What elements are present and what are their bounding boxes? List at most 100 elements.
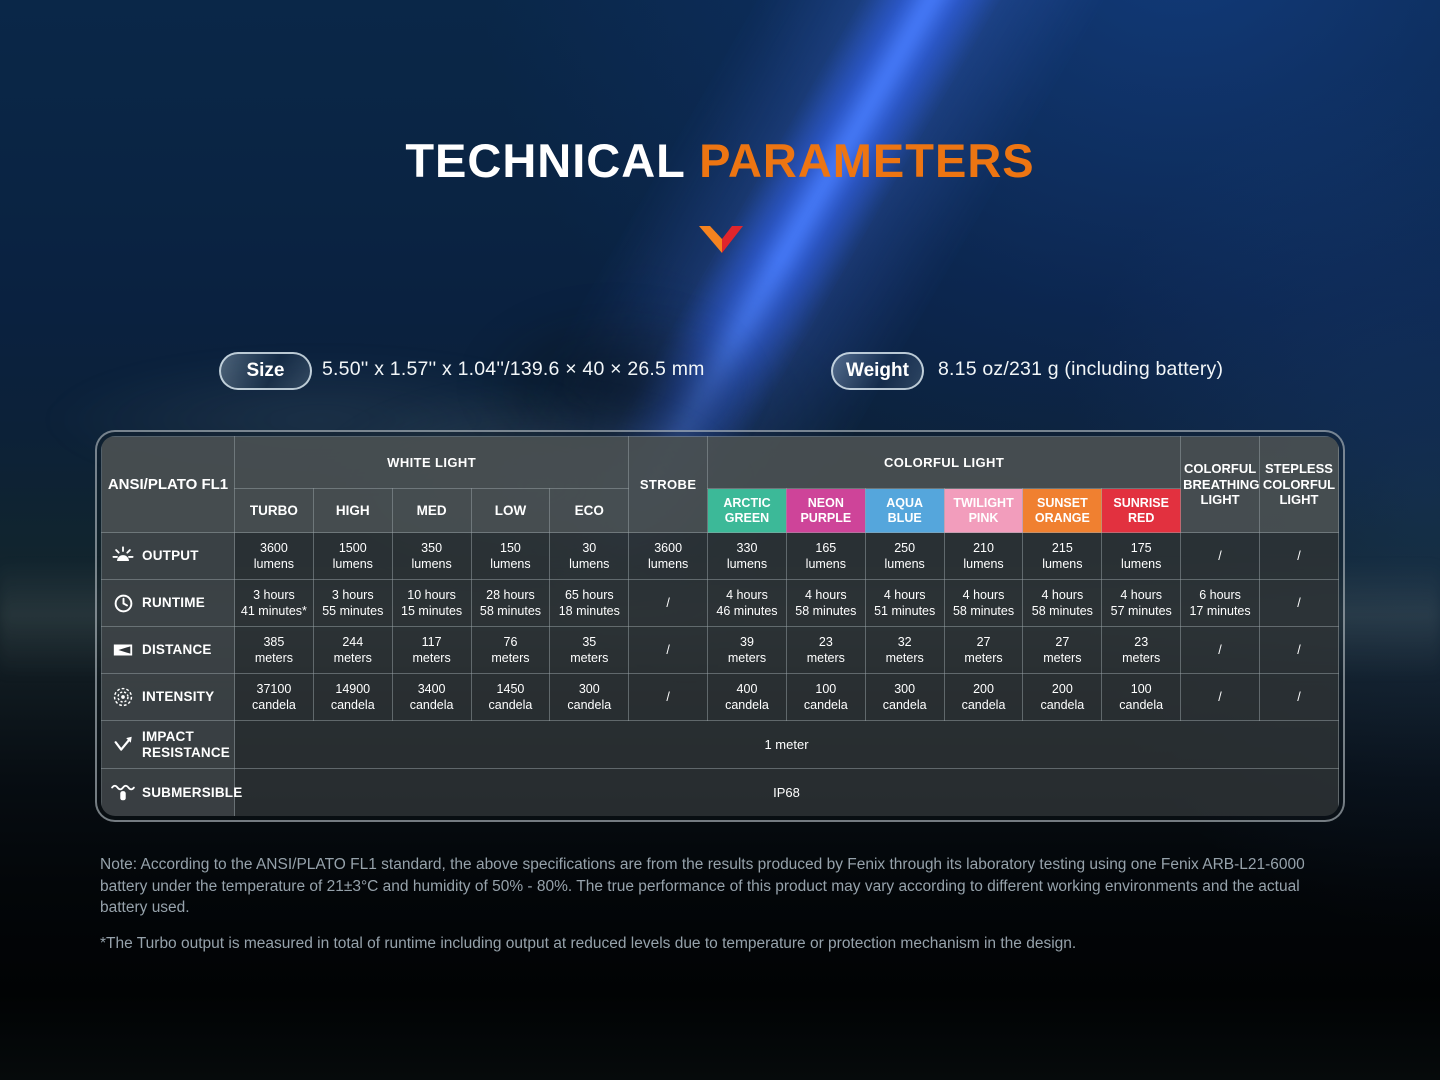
spec-cell: /	[1180, 673, 1260, 721]
impact-icon	[111, 734, 135, 756]
spec-cell: /	[1258, 532, 1339, 580]
weight-value: 8.15 oz/231 g (including battery)	[938, 358, 1224, 380]
title-white: TECHNICAL	[405, 134, 686, 187]
spec-cell: 14900 candela	[312, 673, 393, 721]
spec-cell: 4 hours 51 minutes	[864, 579, 945, 627]
spec-cell: 10 hours 15 minutes	[391, 579, 472, 627]
spec-cell: 244 meters	[312, 626, 393, 674]
strobe-header: STROBE	[628, 436, 709, 533]
footnote-standard: Note: According to the ANSI/PLATO FL1 st…	[100, 856, 1305, 916]
row-label-text: RUNTIME	[142, 595, 205, 611]
chevron-down-icon	[697, 224, 745, 260]
size-value: 5.50'' x 1.57'' x 1.04''/139.6 × 40 × 26…	[322, 358, 705, 380]
spec-cell: 3 hours 55 minutes	[312, 579, 393, 627]
mode-header-eco: ECO	[549, 488, 630, 533]
row-label-text: DISTANCE	[142, 642, 212, 658]
row-label-text: INTENSITY	[142, 689, 215, 705]
spec-cell: 1500 lumens	[312, 532, 393, 580]
spec-cell: 37100 candela	[234, 673, 314, 721]
footnotes: Note: According to the ANSI/PLATO FL1 st…	[100, 854, 1345, 954]
size-pill: Size	[219, 352, 312, 390]
mode-header-aqua-blue: AQUA BLUE	[864, 488, 945, 533]
title-orange: PARAMETERS	[699, 134, 1035, 187]
row-label-text: SUBMERSIBLE	[142, 784, 243, 800]
spec-cell: /	[628, 626, 709, 674]
breathing-light-header: COLORFUL BREATHING LIGHT	[1180, 436, 1260, 533]
row-label-text: OUTPUT	[142, 548, 199, 564]
spec-cell: 330 lumens	[707, 532, 787, 580]
spec-cell: /	[628, 579, 709, 627]
spec-cell: /	[1258, 673, 1339, 721]
colorful-light-group-header: COLORFUL LIGHT	[707, 436, 1182, 489]
spec-cell: 215 lumens	[1022, 532, 1103, 580]
spec-cell: 117 meters	[391, 626, 472, 674]
row-label-intensity: INTENSITY	[101, 673, 235, 721]
spec-cell: /	[628, 673, 709, 721]
spec-table-container: ANSI/PLATO FL1 WHITE LIGHT STROBE COLORF…	[95, 430, 1345, 822]
row-label-text: IMPACT RESISTANCE	[142, 729, 231, 760]
spec-cell: 6 hours 17 minutes	[1180, 579, 1260, 627]
mode-header-arctic-green: ARCTIC GREEN	[707, 488, 787, 533]
stepless-light-header: STEPLESS COLORFUL LIGHT	[1258, 436, 1339, 533]
footnote-turbo: *The Turbo output is measured in total o…	[100, 934, 1077, 952]
spec-cell: 3600 lumens	[234, 532, 314, 580]
mode-header-turbo: TURBO	[234, 488, 314, 533]
spec-cell: /	[1180, 532, 1260, 580]
row-label-submersible: SUBMERSIBLE	[101, 768, 242, 816]
spec-cell: 165 lumens	[785, 532, 866, 580]
spec-cell: /	[1258, 579, 1339, 627]
spec-cell: 4 hours 58 minutes	[1022, 579, 1103, 627]
spec-cell: 39 meters	[707, 626, 787, 674]
mode-header-med: MED	[391, 488, 472, 533]
spec-cell: 300 candela	[864, 673, 945, 721]
spec-cell: 23 meters	[1101, 626, 1182, 674]
spec-cell: 32 meters	[864, 626, 945, 674]
spec-table: ANSI/PLATO FL1 WHITE LIGHT STROBE COLORF…	[101, 436, 1339, 816]
submersible-value: IP68	[234, 768, 1339, 816]
spec-cell: 3 hours 41 minutes*	[234, 579, 314, 627]
spec-cell: 4 hours 58 minutes	[943, 579, 1024, 627]
spec-cell: 35 meters	[549, 626, 630, 674]
white-light-group-header: WHITE LIGHT	[233, 436, 630, 489]
spec-cell: 65 hours 18 minutes	[549, 579, 630, 627]
row-label-output: OUTPUT	[101, 532, 235, 580]
flag-icon	[111, 639, 135, 661]
spec-cell: 400 candela	[707, 673, 787, 721]
spec-cell: 250 lumens	[864, 532, 945, 580]
spec-cell: 1450 candela	[470, 673, 551, 721]
impact-resistance-value: 1 meter	[234, 720, 1339, 769]
spec-cell: 28 hours 58 minutes	[470, 579, 551, 627]
submersible-icon	[111, 783, 135, 803]
spec-cell: 27 meters	[1022, 626, 1103, 674]
spec-cell: 385 meters	[234, 626, 314, 674]
mode-header-sunrise-red: SUNRISE RED	[1101, 488, 1182, 533]
spec-cell: 27 meters	[943, 626, 1024, 674]
spec-cell: 200 candela	[1022, 673, 1103, 721]
weight-label: Weight	[846, 360, 909, 381]
mode-header-twilight-pink: TWILIGHT PINK	[943, 488, 1024, 533]
spec-cell: 3600 lumens	[628, 532, 709, 580]
mode-header-neon-purple: NEON PURPLE	[785, 488, 866, 533]
page-title: TECHNICAL PARAMETERS	[0, 133, 1440, 188]
spec-row: Size 5.50'' x 1.57'' x 1.04''/139.6 × 40…	[0, 352, 1440, 390]
mode-header-low: LOW	[470, 488, 551, 533]
spec-cell: 210 lumens	[943, 532, 1024, 580]
spec-cell: 150 lumens	[470, 532, 551, 580]
spec-cell: 4 hours 57 minutes	[1101, 579, 1182, 627]
corner-header: ANSI/PLATO FL1	[101, 436, 235, 533]
clock-icon	[111, 593, 135, 614]
spec-cell: 100 candela	[785, 673, 866, 721]
weight-pill: Weight	[831, 352, 924, 390]
row-label-distance: DISTANCE	[101, 626, 235, 674]
spec-cell: 200 candela	[943, 673, 1024, 721]
burst-icon	[111, 545, 135, 567]
row-label-impact-resistance: IMPACT RESISTANCE	[101, 720, 235, 769]
spec-cell: /	[1258, 626, 1339, 674]
spec-cell: 100 candela	[1101, 673, 1182, 721]
spec-cell: 76 meters	[470, 626, 551, 674]
spec-cell: 175 lumens	[1101, 532, 1182, 580]
spec-cell: 4 hours 46 minutes	[707, 579, 787, 627]
target-icon	[111, 686, 135, 708]
mode-header-high: HIGH	[312, 488, 393, 533]
spec-cell: 350 lumens	[391, 532, 472, 580]
